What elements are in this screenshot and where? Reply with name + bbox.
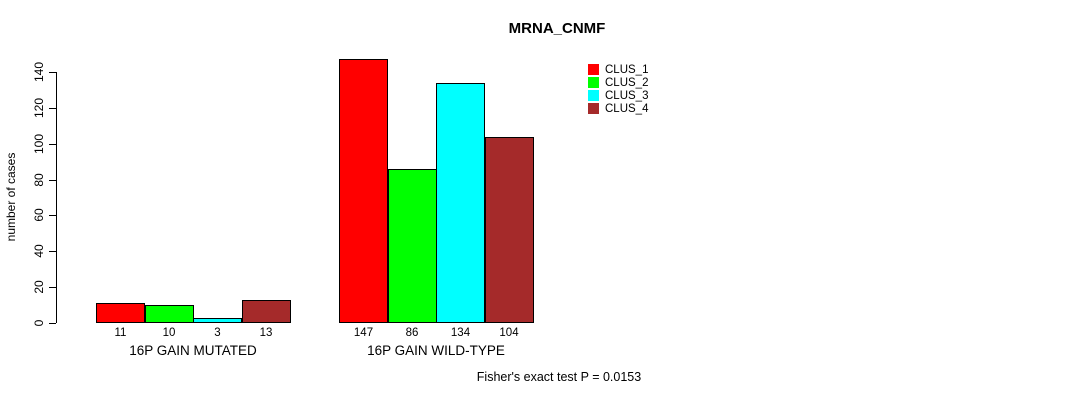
annotation-text: Fisher's exact test P = 0.0153: [476, 370, 642, 384]
bar-clus_2-group2: [387, 168, 437, 323]
y-tick: [49, 215, 56, 216]
legend-item: CLUS_1: [588, 63, 648, 76]
legend-item-label: CLUS_3: [605, 89, 649, 102]
bar-clus_3-group2: [436, 82, 485, 323]
bar-value-label: 147: [353, 327, 374, 339]
legend-item-label: CLUS_2: [605, 76, 649, 89]
legend: CLUS_1 CLUS_2 CLUS_3 CLUS_4: [588, 63, 648, 115]
bar-clus_3-group1: [193, 317, 242, 323]
y-axis-line: [56, 72, 57, 323]
bar-value-label: 11: [114, 327, 127, 339]
legend-swatch: [588, 64, 599, 75]
bar-value-label: 104: [499, 327, 519, 339]
y-tick: [49, 72, 56, 73]
y-tick-label: 120: [32, 97, 46, 119]
chart-title: MRNA_CNMF: [508, 20, 606, 37]
y-axis-label: number of cases: [4, 152, 18, 242]
y-tick-label: 0: [32, 319, 46, 327]
legend-swatch: [588, 77, 599, 88]
bar-clus_1-group2: [339, 59, 388, 323]
legend-swatch: [588, 90, 599, 101]
bar-clus_1-group1: [96, 303, 145, 323]
legend-item: CLUS_3: [588, 89, 648, 102]
x-category-label: 16P GAIN WILD-TYPE: [367, 343, 505, 358]
bar-value-label: 3: [214, 327, 221, 339]
bar-clus_4-group1: [241, 299, 291, 323]
y-tick: [49, 251, 56, 252]
bar-clus_2-group1: [144, 305, 194, 323]
bar-value-label: 13: [259, 327, 273, 339]
y-tick-label: 140: [32, 61, 46, 83]
legend-item: CLUS_4: [588, 102, 648, 115]
y-tick: [49, 108, 56, 109]
legend-item: CLUS_2: [588, 76, 648, 89]
y-tick: [49, 180, 56, 181]
y-tick-label: 60: [32, 208, 46, 222]
legend-item-label: CLUS_1: [605, 63, 649, 76]
y-tick: [49, 323, 56, 324]
bar-value-label: 134: [450, 327, 471, 339]
bar-clus_4-group2: [484, 136, 534, 323]
legend-item-label: CLUS_4: [605, 102, 649, 115]
legend-swatch: [588, 103, 599, 114]
y-tick-label: 100: [32, 133, 46, 155]
y-tick-label: 80: [32, 173, 46, 187]
y-tick-label: 20: [32, 280, 46, 294]
y-tick: [49, 144, 56, 145]
y-tick-label: 40: [32, 244, 46, 258]
bar-value-label: 86: [405, 327, 419, 339]
y-tick: [49, 287, 56, 288]
x-category-label: 16P GAIN MUTATED: [129, 343, 257, 358]
bar-value-label: 10: [162, 327, 176, 339]
